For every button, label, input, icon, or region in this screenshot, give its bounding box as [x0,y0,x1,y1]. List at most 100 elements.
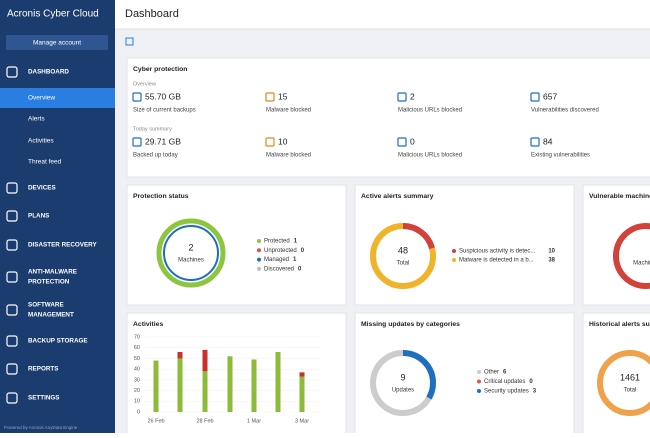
menu-icon [6,210,18,222]
stat-value: 84 [543,136,553,146]
card-title: Historical alerts summary [589,321,650,328]
card [126,184,347,306]
menu-item[interactable]: DISASTER RECOVERY [28,242,97,249]
card [126,312,347,438]
y-tick-label: 60 [134,345,140,351]
menu-icon [6,66,18,78]
menu-item[interactable]: ANTI-MALWARE [28,269,77,276]
menu-icon [6,304,18,316]
stat-value: 10 [278,136,288,146]
legend-dot [257,266,261,271]
donut-total: 2 [188,242,193,252]
card [126,57,650,178]
menu-item[interactable]: PROTECTION [28,279,70,286]
legend-value: 10 [548,249,555,255]
menu-item[interactable]: BACKUP STORAGE [28,338,88,345]
legend-name: Security updates [484,389,529,395]
legend-value: 3 [533,389,537,395]
footer: Powered by Acronis AnyData Engine [4,425,78,430]
menu-icon [6,363,18,375]
legend-name: Managed [264,257,289,263]
menu-item[interactable]: PLANS [28,213,49,220]
menu-item[interactable]: SETTINGS [28,395,60,402]
menu-item[interactable]: DEVICES [28,185,56,192]
legend-dot [257,257,261,262]
submenu-item[interactable]: Alerts [28,116,45,123]
stat-icon [397,137,407,147]
stat-value: 0 [410,136,415,146]
donut-label: Total [624,388,637,394]
stat-value: 29.71 GB [145,136,181,146]
stat-label: Vulnerabilities discovered [531,108,599,114]
expand-icon[interactable] [125,37,134,46]
bar [251,359,257,412]
section-label: Today summary [133,126,172,132]
y-tick-label: 70 [134,334,140,340]
stat-icon [397,92,407,102]
stat-icon [265,92,275,102]
stat-value: 2 [410,91,415,101]
stat-label: Malware blocked [266,108,311,114]
submenu-item[interactable]: Threat feed [28,159,62,166]
submenu-item[interactable]: Overview [28,95,55,102]
menu-icon [6,271,18,283]
stat-label: Existing vulnerabilities [531,153,590,159]
donut-total: 9 [400,372,405,382]
menu-active [0,88,115,108]
y-tick-label: 40 [134,367,140,373]
card-title: Vulnerable machines [589,193,650,200]
legend-value: 38 [548,258,555,264]
page-title: Dashboard [125,8,179,20]
submenu-item[interactable]: Activities [28,138,54,145]
donut-segment [156,218,226,288]
bar [177,358,183,412]
menu-icon [6,239,18,251]
stat-label: Size of current backups [133,108,196,114]
button-label: Manage account [33,40,81,47]
card-title: Protection status [133,193,189,200]
donut-segment [163,225,219,281]
legend-dot [477,379,481,384]
stat-icon [132,137,142,147]
donut-label: Machines [633,261,650,267]
stat-icon [530,92,540,102]
stat-icon [530,137,540,147]
stat-value: 55.70 GB [145,91,181,101]
legend-dot [257,239,261,243]
bar [275,352,281,412]
card-title: Active alerts summary [361,193,434,200]
y-tick-label: 20 [134,388,140,394]
bar [299,372,305,377]
y-tick-label: 10 [134,399,140,405]
legend-value: 1 [294,239,298,245]
menu-item[interactable]: MANAGEMENT [28,312,74,319]
y-tick-label: 50 [134,356,140,362]
logo: Acronis Cyber Cloud [7,9,99,20]
stat-label: Backed up today [133,153,178,159]
stat-value: 657 [543,91,557,101]
legend-dot [477,370,481,374]
legend-value: 0 [298,266,302,272]
donut-label: Total [397,261,410,267]
legend-dot [257,248,261,253]
menu-item[interactable]: REPORTS [28,366,58,373]
stat-icon [265,137,275,147]
card [354,184,575,306]
x-tick-label: 1 Mar [247,418,261,424]
bar [202,349,208,372]
manage-account-button[interactable] [6,35,108,50]
stat-value: 15 [278,91,288,101]
donut-label: Machines [178,258,204,264]
legend-dot [452,249,456,253]
menu-item[interactable]: SOFTWARE [28,302,64,309]
stat-icon [132,92,142,102]
menu-icon [6,392,18,404]
legend-value: 0 [301,248,305,254]
bar [227,356,233,412]
y-tick-label: 0 [137,409,140,415]
menu-item[interactable]: DASHBOARD [28,69,69,76]
x-tick-label: 26 Feb [147,418,164,424]
legend-value: 1 [293,257,297,263]
donut-segment [370,223,436,289]
